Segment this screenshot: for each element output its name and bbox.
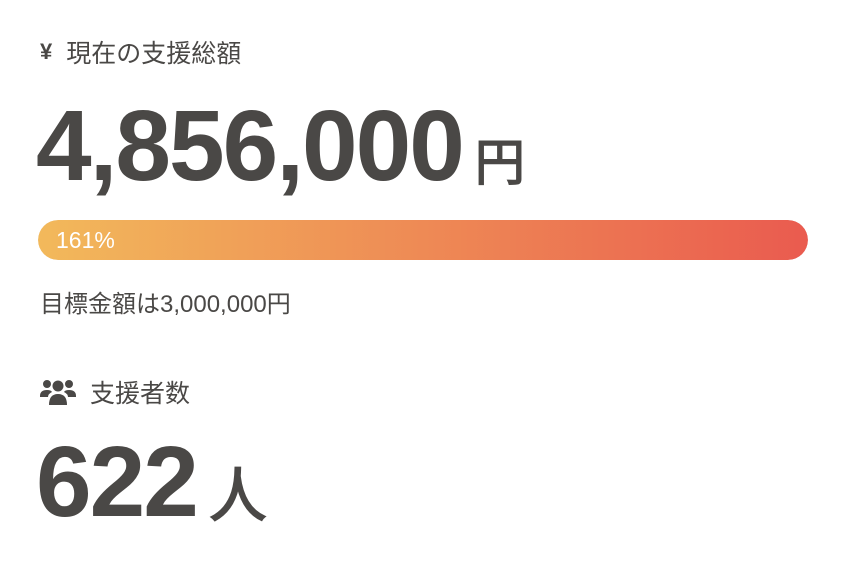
supporters-header: 支援者数 xyxy=(40,374,190,410)
total-amount: 4,856,000 円 xyxy=(36,96,525,196)
yen-icon: ¥ xyxy=(40,39,53,64)
target-amount: 目標金額は3,000,000円 xyxy=(40,291,291,318)
total-amount-unit: 円 xyxy=(474,135,525,191)
supporters-label: 支援者数 xyxy=(90,380,191,408)
users-icon xyxy=(40,380,76,405)
supporters-count-unit: 人 xyxy=(208,464,267,529)
total-amount-value: 4,856,000 xyxy=(36,90,465,202)
progress-bar: 161% xyxy=(38,220,808,260)
total-support-header: ¥ 現在の支援総額 xyxy=(40,34,241,70)
progress-percent: 161% xyxy=(56,227,115,253)
progress-fill xyxy=(38,220,808,260)
supporters-count: 622 人 xyxy=(36,432,267,533)
total-support-label: 現在の支援総額 xyxy=(66,40,242,68)
supporters-count-value: 622 xyxy=(36,426,199,538)
